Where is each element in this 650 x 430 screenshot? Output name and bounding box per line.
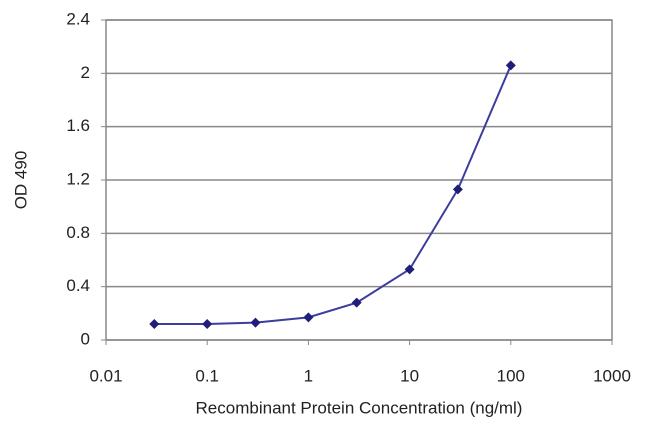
data-point <box>404 264 415 275</box>
y-tick-label: 2 <box>81 63 90 82</box>
y-tick-label: 0.8 <box>66 223 90 242</box>
data-point <box>351 297 362 308</box>
y-tick-label: 0.4 <box>66 276 90 295</box>
y-tick-label: 1.2 <box>66 169 90 188</box>
data-line <box>154 64 512 325</box>
y-tick-label: 1.6 <box>66 116 90 135</box>
data-point <box>452 184 463 195</box>
y-axis-label: OD 490 <box>11 151 30 210</box>
data-point <box>250 317 261 328</box>
data-point <box>149 319 160 329</box>
x-tick-label: 10 <box>400 366 419 385</box>
y-tick-label: 2.4 <box>66 9 90 28</box>
y-tick-label: 0 <box>81 329 90 348</box>
x-tick-label: 1000 <box>593 366 631 385</box>
x-tick-label: 0.01 <box>89 366 122 385</box>
data-point <box>505 60 516 71</box>
x-tick-label: 1 <box>304 366 313 385</box>
x-axis-label: Recombinant Protein Concentration (ng/ml… <box>196 398 523 417</box>
x-tick-label: 0.1 <box>195 366 219 385</box>
x-tick-label: 100 <box>497 366 525 385</box>
data-point <box>303 312 314 323</box>
data-point <box>202 319 213 329</box>
